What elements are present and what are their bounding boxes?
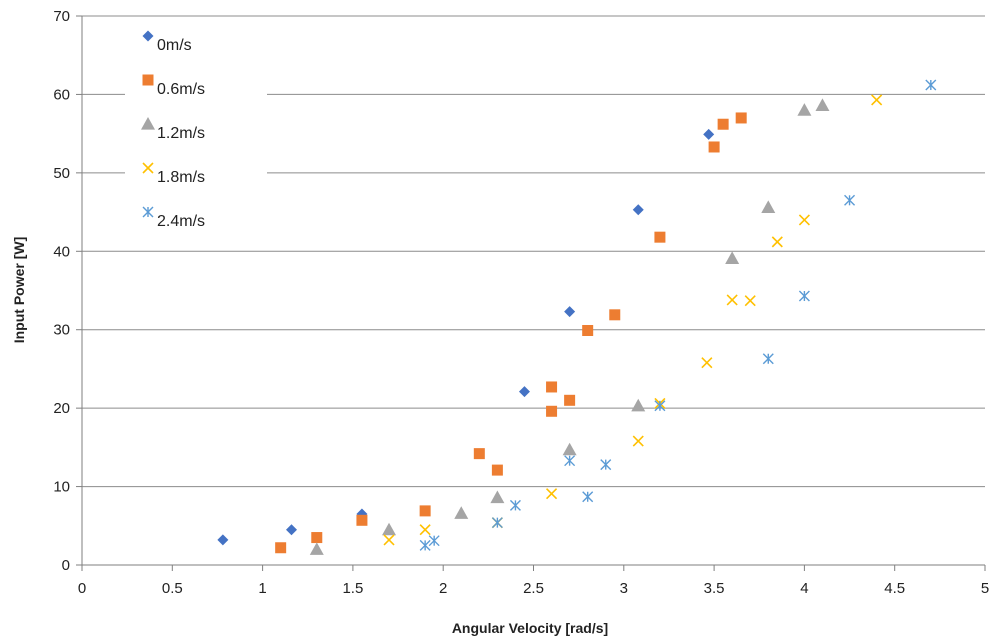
data-point-0-6m-s xyxy=(311,532,323,544)
x-tick-label: 4.5 xyxy=(884,580,905,597)
y-tick-label: 30 xyxy=(53,322,70,339)
data-point-2-4m-s xyxy=(564,455,576,467)
data-point-1-8m-s xyxy=(744,295,756,307)
data-point-1-8m-s xyxy=(726,294,738,306)
data-point-1-2m-s xyxy=(490,490,505,504)
x-tick-label: 0.5 xyxy=(162,580,183,597)
data-point-0-6m-s xyxy=(419,505,431,517)
x-tick-label: 3 xyxy=(620,580,628,597)
data-point-1-2m-s xyxy=(454,506,469,519)
data-point-1-2m-s xyxy=(382,522,397,536)
x-tick-label: 2 xyxy=(439,580,447,597)
data-point-2-4m-s xyxy=(844,194,856,206)
x-tick-label: 1.5 xyxy=(342,580,363,597)
legend-item-1-2m-s: 1.2m/s xyxy=(141,117,205,142)
data-point-1-8m-s xyxy=(419,524,431,536)
legend-marker-0-6m-s xyxy=(142,74,154,86)
legend-item-2-4m-s: 2.4m/s xyxy=(142,206,205,230)
x-tick-label: 3.5 xyxy=(704,580,725,597)
data-point-1-8m-s xyxy=(383,534,395,546)
data-point-1-2m-s xyxy=(797,103,812,116)
data-point-0-6m-s xyxy=(735,112,747,124)
data-point-0-6m-s xyxy=(491,464,503,476)
x-axis-title: Angular Velocity [rad/s] xyxy=(452,620,608,636)
data-point-0-6m-s xyxy=(717,118,729,130)
data-point-1-2m-s xyxy=(815,98,830,112)
data-point-0m-s xyxy=(217,534,229,546)
data-point-2-4m-s xyxy=(925,79,937,91)
legend-label: 1.2m/s xyxy=(157,125,205,142)
legend-marker-0m-s xyxy=(142,30,154,42)
data-point-1-8m-s xyxy=(545,488,558,500)
y-tick-label: 40 xyxy=(53,243,70,260)
data-point-1-2m-s xyxy=(725,251,740,264)
y-tick-labels: 0 10 20 30 40 50 60 70 xyxy=(53,8,70,574)
data-point-1-8m-s xyxy=(632,435,644,447)
data-point-0m-s xyxy=(632,204,644,216)
legend-marker-1-8m-s xyxy=(142,162,154,174)
data-point-2-4m-s xyxy=(600,459,612,471)
y-tick-label: 70 xyxy=(53,8,70,25)
legend-label: 1.8m/s xyxy=(157,169,205,186)
x-tick-label: 1 xyxy=(258,580,266,597)
data-point-0m-s xyxy=(518,386,530,398)
data-point-2-4m-s xyxy=(491,517,503,529)
legend-item-1-8m-s: 1.8m/s xyxy=(142,162,205,186)
data-point-1-8m-s xyxy=(701,357,713,369)
data-point-0-6m-s xyxy=(564,394,576,406)
data-point-1-2m-s xyxy=(562,442,577,456)
data-point-0-6m-s xyxy=(275,542,287,554)
x-tick-label: 2.5 xyxy=(523,580,544,597)
data-point-0-6m-s xyxy=(609,309,621,321)
x-tick-label: 5 xyxy=(981,580,989,597)
data-point-0-6m-s xyxy=(473,448,485,460)
data-point-0-6m-s xyxy=(654,231,666,243)
data-point-0-6m-s xyxy=(582,324,594,336)
legend-label: 2.4m/s xyxy=(157,213,205,230)
axes xyxy=(76,15,986,571)
y-tick-label: 60 xyxy=(53,86,70,103)
data-point-0m-s xyxy=(703,128,715,140)
data-point-2-4m-s xyxy=(798,290,810,302)
data-point-1-2m-s xyxy=(631,398,646,412)
data-point-1-8m-s xyxy=(871,94,883,106)
x-tick-labels: 0 0.5 1 1.5 2 2.5 3 3.5 4 4.5 5 xyxy=(78,580,989,597)
data-point-0-6m-s xyxy=(356,514,368,526)
data-point-2-4m-s xyxy=(654,400,666,412)
data-point-2-4m-s xyxy=(428,535,440,547)
legend-item-0m-s: 0m/s xyxy=(142,30,192,54)
data-point-2-4m-s xyxy=(582,491,594,503)
data-point-2-4m-s xyxy=(419,539,431,551)
data-point-0-6m-s xyxy=(708,141,720,153)
data-points xyxy=(217,79,937,555)
data-point-0m-s xyxy=(564,306,576,318)
data-point-0-6m-s xyxy=(546,381,558,393)
legend-marker-1-2m-s xyxy=(141,117,155,130)
legend-marker-2-4m-s xyxy=(142,206,154,218)
x-tick-label: 0 xyxy=(78,580,86,597)
data-point-1-8m-s xyxy=(771,236,783,248)
legend-label: 0.6m/s xyxy=(157,81,205,98)
y-tick-label: 20 xyxy=(53,400,70,417)
legend-item-0-6m-s: 0.6m/s xyxy=(142,74,205,98)
data-point-1-8m-s xyxy=(798,214,810,226)
data-point-2-4m-s xyxy=(509,499,521,511)
data-point-0m-s xyxy=(285,524,297,536)
data-point-0-6m-s xyxy=(546,405,558,417)
legend: 0m/s 0.6m/s 1.2m/s 1.8m/s 2.4m/s xyxy=(141,30,205,230)
data-point-1-2m-s xyxy=(761,200,776,213)
y-tick-label: 50 xyxy=(53,165,70,182)
data-point-2-4m-s xyxy=(762,353,774,365)
y-axis-title: Input Power [W] xyxy=(11,237,27,344)
legend-label: 0m/s xyxy=(157,37,192,54)
y-tick-label: 10 xyxy=(53,479,70,496)
y-tick-label: 0 xyxy=(62,557,70,574)
data-point-1-2m-s xyxy=(309,542,324,555)
x-tick-label: 4 xyxy=(800,580,808,597)
